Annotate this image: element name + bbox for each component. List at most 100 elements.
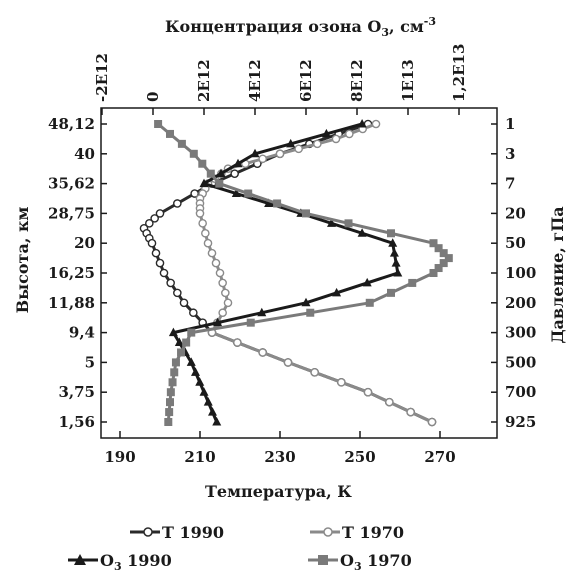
data-point [179,298,189,308]
right-tick-label: 925 [505,413,536,431]
data-point [218,278,227,288]
data-point [215,179,224,188]
legend-item-o3-1990: O3 1990 [68,551,172,571]
data-point [171,358,180,367]
right-tick-label: 7 [505,175,515,193]
data-point [221,288,230,298]
data-point [250,148,260,158]
right-tick-label: 50 [505,234,526,252]
data-point [189,149,198,158]
data-point [166,398,174,407]
data-point [434,264,443,273]
data-point [198,219,207,228]
left-tick-label: 9,4 [69,324,95,342]
top-axis-title: Концентрация озона O3, см-3 [165,15,436,39]
data-point [302,209,310,218]
data-point [388,238,398,247]
data-point [310,368,319,377]
data-point [331,134,341,144]
data-point [199,178,209,188]
data-point [233,338,242,347]
data-point [187,328,196,337]
data-point [206,169,215,178]
data-point [174,337,184,347]
data-point [207,248,217,258]
data-point [170,368,179,377]
data-point [189,308,198,318]
data-point [264,198,274,207]
right-tick-label: 100 [505,264,536,282]
data-point [389,248,399,257]
data-point [155,258,165,268]
data-point [313,139,322,149]
top-tick-label: -2E12 [93,53,111,102]
data-point [166,278,175,288]
data-point [393,268,403,277]
data-point [406,407,415,417]
right-tick-label: 700 [505,383,536,401]
data-point [321,128,331,138]
top-tick-label: 1,2E13 [450,44,468,102]
left-tick-label: 1,56 [58,413,95,431]
data-point [344,219,353,228]
data-point [362,277,372,287]
data-point [208,407,217,416]
bottom-tick-label: 210 [184,448,215,466]
data-point [190,189,199,198]
data-point [275,149,285,159]
right-tick-label: 500 [505,353,536,371]
series-o3-1970 [154,120,453,426]
data-point [186,357,196,366]
series-layer [139,119,453,427]
data-point [173,199,182,208]
data-point [166,388,175,397]
data-point [246,318,255,327]
left-tick-label: 48,12 [48,115,95,133]
svg-text:O3 1990: O3 1990 [100,551,172,571]
data-point [145,219,154,228]
data-point [177,139,186,148]
data-point [327,218,336,227]
data-point [164,418,173,426]
top-tick-label: 4E12 [246,59,264,102]
bottom-tick-label: 270 [424,448,455,466]
legend-item-t1970: T 1970 [310,523,404,542]
data-point [337,377,346,387]
data-point [387,288,395,297]
data-point [195,377,205,386]
data-point [199,387,209,396]
data-point [301,297,311,307]
legend: T 1990 T 1970 O3 1990 O3 1970 [68,523,412,571]
top-tick-label: 2E12 [195,59,213,102]
data-point [306,308,315,317]
left-tick-label: 5 [85,353,95,371]
data-point [286,138,296,148]
data-point [151,248,161,258]
data-point [429,239,438,248]
data-point [216,168,226,178]
data-point [215,268,225,278]
svg-text:O3 1970: O3 1970 [340,551,412,571]
data-point [429,269,438,277]
data-point [147,238,157,248]
data-point [168,327,178,337]
data-point [203,397,213,406]
data-point [363,387,373,397]
data-point [230,169,239,178]
data-point [294,144,303,154]
left-axis-title: Высота, км [13,206,32,313]
data-point [168,378,177,387]
data-point [283,358,293,367]
data-point [165,408,174,417]
data-point [371,119,381,129]
data-point [212,417,222,426]
data-point [273,199,282,208]
left-tick-label: 16,25 [48,264,95,282]
data-point [218,308,227,318]
data-point [244,189,253,198]
top-axis-ticks: -2E12 0 2E12 4E12 6E12 8E12 1E13 1,2E13 [93,44,468,115]
data-point [159,268,169,278]
data-point [198,159,207,168]
bottom-axis-ticks: 190 210 230 250 270 [104,431,456,466]
